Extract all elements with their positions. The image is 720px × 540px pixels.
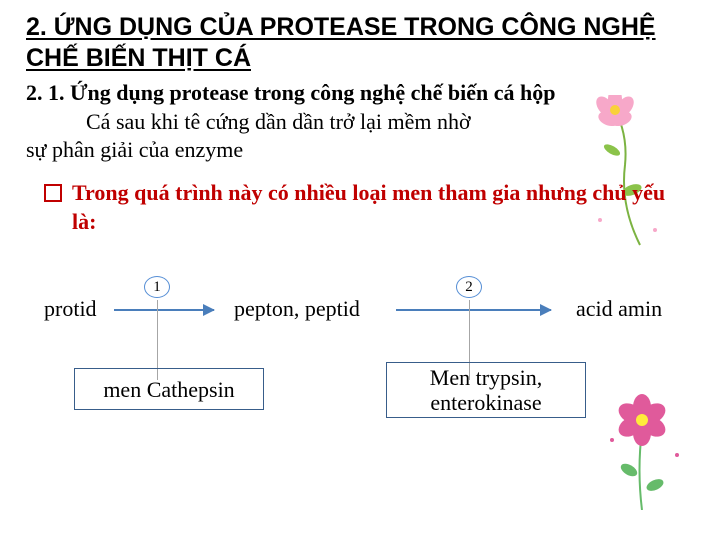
bullet-text: Trong quá trình này có nhiều loại men th… bbox=[72, 179, 694, 236]
arrow-2 bbox=[396, 309, 551, 311]
body-paragraph: Cá sau khi tê cứng dần dần trở lại mềm n… bbox=[26, 108, 694, 163]
step-number-1: 1 bbox=[144, 276, 170, 298]
main-title: 2. ỨNG DỤNG CỦA PROTEASE TRONG CÔNG NGHỆ… bbox=[26, 12, 694, 75]
enzyme-box-trypsin: Men trypsin,enterokinase bbox=[386, 362, 586, 418]
body-line-2: sự phân giải của enzyme bbox=[26, 137, 243, 162]
enzyme-box-cathepsin: men Cathepsin bbox=[74, 368, 264, 410]
bullet-item: Trong quá trình này có nhiều loại men th… bbox=[44, 179, 694, 236]
arrow-1 bbox=[114, 309, 214, 311]
step-number-2: 2 bbox=[456, 276, 482, 298]
enzyme-label-1: men Cathepsin bbox=[103, 377, 234, 402]
diagram-node-acidamin: acid amin bbox=[576, 296, 662, 322]
enzyme-boxes-row: men Cathepsin Men trypsin,enterokinase bbox=[26, 368, 694, 428]
diagram-node-pepton: pepton, peptid bbox=[234, 296, 360, 322]
square-bullet-icon bbox=[44, 184, 62, 202]
enzyme-label-2: Men trypsin,enterokinase bbox=[430, 365, 542, 416]
body-line-1: Cá sau khi tê cứng dần dần trở lại mềm n… bbox=[86, 109, 471, 134]
diagram-node-protid: protid bbox=[44, 296, 97, 322]
process-diagram: protid 1 pepton, peptid 2 acid amin bbox=[26, 266, 694, 356]
section-subtitle: 2. 1. Ứng dụng protease trong công nghệ … bbox=[26, 79, 694, 107]
